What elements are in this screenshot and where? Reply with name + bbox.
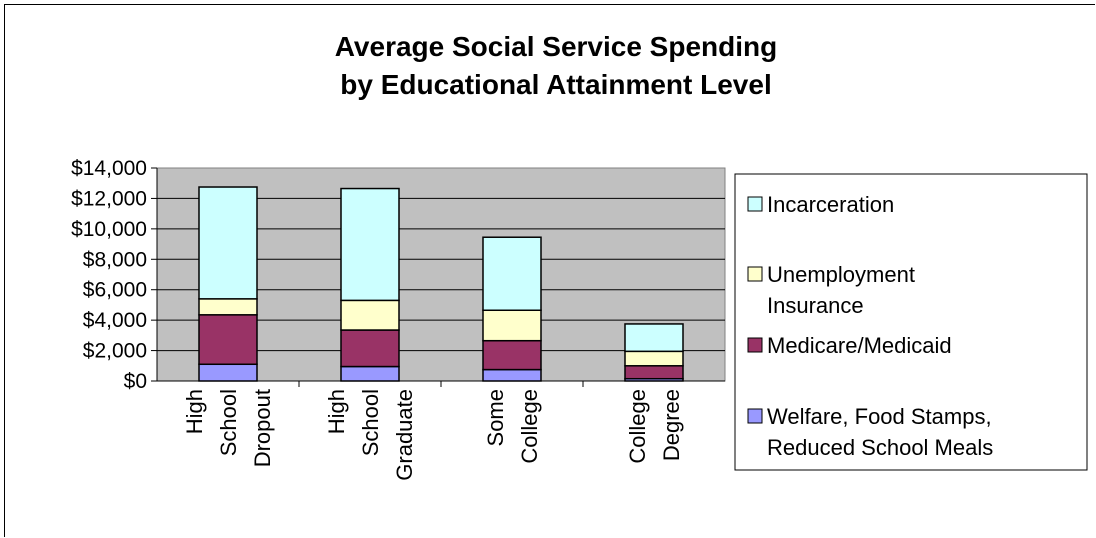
bar-segment [624, 323, 684, 353]
bar-segment [198, 363, 258, 382]
x-category-label-line: College [625, 389, 650, 464]
legend-swatch [747, 408, 763, 424]
legend-label: Insurance [767, 293, 864, 318]
bar-segment [198, 298, 258, 316]
bar-segment [340, 187, 400, 302]
x-category-label-line: College [517, 389, 542, 464]
x-category-label-line: School [358, 389, 383, 456]
bar-segment [482, 339, 542, 371]
y-axis-ticks: $0 $2,000 $4,000 $6,000 $8,000 $10,000 $12,000… [71, 157, 157, 393]
y-tick-label: $8,000 [83, 248, 147, 271]
bar-segment [340, 329, 400, 368]
x-category-label: High School Graduate [324, 389, 417, 481]
x-category-label-line: Graduate [392, 389, 417, 481]
chart-frame [4, 4, 1095, 537]
legend-swatch [747, 337, 763, 353]
x-category-label: Some College [483, 389, 542, 464]
legend-label: Incarceration [767, 192, 894, 217]
legend-label: Reduced School Meals [767, 435, 993, 460]
legend: Incarceration Unemployment Insurance Medica… [734, 173, 1088, 471]
bar-segment [482, 309, 542, 342]
bar-segment [624, 350, 684, 367]
y-tick-label: $4,000 [83, 309, 147, 332]
legend-label: Welfare, Food Stamps, [767, 404, 992, 429]
x-category-label: College Degree [625, 389, 684, 464]
bar-segment [624, 365, 684, 380]
x-category-label-line: Degree [659, 389, 684, 461]
bar-segment [198, 314, 258, 366]
title-line-2: by Educational Attainment Level [340, 69, 771, 100]
legend-label: Medicare/Medicaid [767, 333, 952, 358]
x-axis-categories: High School Dropout High School Graduate Some C… [182, 381, 684, 481]
y-tick-label: $0 [124, 370, 147, 393]
x-category-label-line: High [182, 389, 207, 434]
title-line-1: Average Social Service Spending [335, 31, 777, 62]
x-category-label-line: Dropout [250, 389, 275, 467]
bars [198, 186, 684, 382]
x-category-label-line: School [216, 389, 241, 456]
legend-box [734, 173, 1088, 471]
y-tick-label: $2,000 [83, 340, 147, 363]
bar-segment [340, 299, 400, 331]
legend-swatch [747, 196, 763, 212]
bar-segment [482, 236, 542, 312]
x-category-label-line: Some [483, 389, 508, 446]
legend-label: Unemployment [767, 262, 915, 287]
y-tick-label: $12,000 [71, 187, 147, 210]
bar-segment [340, 365, 400, 382]
y-tick-label: $10,000 [71, 218, 147, 241]
chart-title: Average Social Service Spending by Educat… [335, 31, 777, 100]
bar-segment [198, 186, 258, 300]
x-category-label: High School Dropout [182, 389, 275, 467]
legend-swatch [747, 266, 763, 282]
y-tick-label: $6,000 [83, 279, 147, 302]
bar-segment [482, 368, 542, 382]
x-category-label-line: High [324, 389, 349, 434]
y-tick-label: $14,000 [71, 157, 147, 180]
